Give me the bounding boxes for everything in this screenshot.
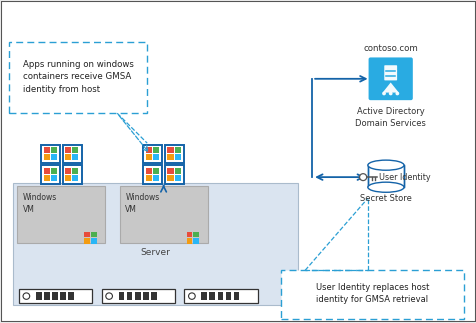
Bar [51,175,57,181]
Bar [44,154,50,160]
FancyBboxPatch shape [164,165,183,183]
Bar [68,292,74,300]
Bar [91,238,97,244]
FancyBboxPatch shape [143,165,162,183]
Bar [153,147,159,153]
Bar [84,238,90,244]
Text: User Identity replaces host
identity for GMSA retrieval: User Identity replaces host identity for… [316,283,429,304]
Text: Server: Server [140,248,170,257]
Bar [153,168,159,174]
FancyBboxPatch shape [101,289,175,303]
Bar [174,147,180,153]
FancyBboxPatch shape [9,42,147,113]
Bar [127,292,132,300]
Bar [153,154,159,160]
FancyBboxPatch shape [368,57,412,100]
Bar [167,154,173,160]
Bar [174,175,180,181]
Text: Secret Store: Secret Store [359,194,411,203]
FancyBboxPatch shape [41,144,60,163]
FancyBboxPatch shape [184,289,258,303]
Polygon shape [382,82,398,93]
Bar [36,292,41,300]
Bar [167,147,173,153]
Bar [146,175,152,181]
Bar [146,154,152,160]
Bar [119,292,124,300]
Bar [72,154,78,160]
FancyBboxPatch shape [41,165,60,183]
FancyBboxPatch shape [384,65,397,80]
Bar [51,147,57,153]
Bar [174,168,180,174]
Circle shape [106,293,112,299]
FancyBboxPatch shape [19,289,92,303]
Bar [51,154,57,160]
Bar [153,175,159,181]
Text: Windows
VM: Windows VM [125,193,159,214]
Bar [65,175,71,181]
Bar [167,175,173,181]
Bar [233,292,239,300]
Bar [72,168,78,174]
Ellipse shape [367,182,403,192]
FancyBboxPatch shape [62,144,81,163]
Bar [84,232,90,237]
Bar [143,292,149,300]
Bar [91,232,97,237]
FancyBboxPatch shape [119,186,207,243]
Bar [51,168,57,174]
Bar [186,232,192,237]
FancyBboxPatch shape [17,186,105,243]
Circle shape [188,293,195,299]
Bar [65,168,71,174]
Bar [44,168,50,174]
Ellipse shape [367,160,403,170]
FancyBboxPatch shape [164,144,183,163]
Text: Apps running on windows
containers receive GMSA
identity from host: Apps running on windows containers recei… [23,60,133,94]
Bar [146,168,152,174]
FancyBboxPatch shape [62,165,81,183]
Bar [174,154,180,160]
Circle shape [359,174,366,181]
Bar [72,175,78,181]
Text: Windows
VM: Windows VM [23,193,57,214]
Text: Active Directory: Active Directory [356,107,424,116]
Bar [151,292,157,300]
Bar [167,168,173,174]
Bar [65,154,71,160]
Bar [201,292,207,300]
Bar [209,292,215,300]
Bar [193,232,198,237]
Bar [72,147,78,153]
Bar [186,238,192,244]
Bar [52,292,58,300]
Bar [44,175,50,181]
Bar [135,292,140,300]
Bar [65,147,71,153]
Circle shape [388,92,392,95]
Text: contoso.com: contoso.com [363,45,417,53]
Bar [146,147,152,153]
Bar [217,292,223,300]
Bar [193,238,198,244]
Bar [44,292,50,300]
Bar [44,147,50,153]
Text: User Identity: User Identity [378,172,429,182]
Polygon shape [367,165,403,187]
FancyBboxPatch shape [143,144,162,163]
Bar [225,292,231,300]
Circle shape [23,293,30,299]
Circle shape [381,92,385,95]
Text: Domain Services: Domain Services [355,119,425,128]
FancyBboxPatch shape [281,270,464,318]
Bar [60,292,66,300]
Circle shape [395,92,398,95]
FancyBboxPatch shape [12,183,297,305]
